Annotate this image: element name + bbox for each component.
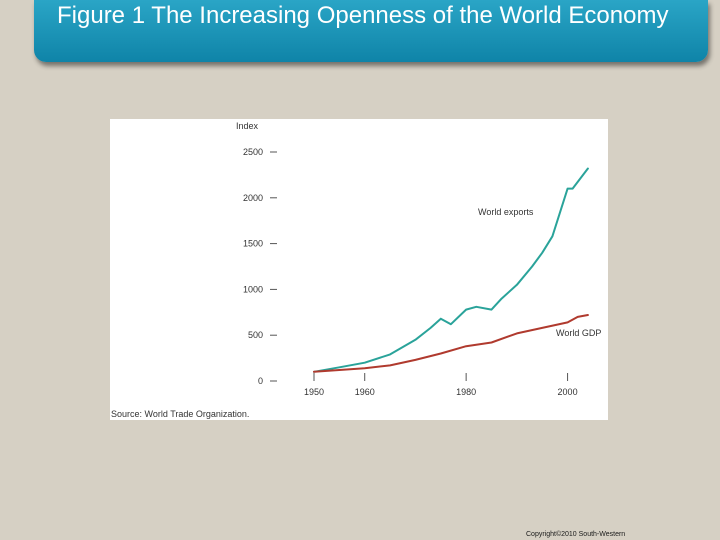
source-note: Source: World Trade Organization. [111,409,249,419]
series-label-world-exports: World exports [478,207,534,217]
chart-series [313,167,589,373]
y-axis-title: Index [236,121,259,131]
y-tick-label-1500: 1500 [243,239,263,249]
chart-axes [270,151,569,382]
slide-title: Figure 1 The Increasing Openness of the … [57,2,669,29]
series-label-world-gdp: World GDP [556,328,601,338]
x-tick-label-1950: 1950 [304,387,324,397]
y-tick-label-1000: 1000 [243,284,263,294]
y-tick-label-500: 500 [248,330,263,340]
chart-labels: 0 500 1000 1500 2000 2500 Index 1950 1960 1980 200… [111,121,601,419]
copyright-text: Copyright©2010 South-Western [526,531,626,538]
line-chart: 0 500 1000 1500 2000 2500 Index 1950 1960 1980 200… [111,121,601,419]
x-tick-label-1960: 1960 [355,387,375,397]
y-tick-label-2500: 2500 [243,147,263,157]
title-banner [34,0,708,62]
series-line-world-gdp [313,314,589,373]
series-line-world-exports [313,167,589,373]
y-tick-label-2000: 2000 [243,193,263,203]
chart-panel: 0 500 1000 1500 2000 2500 Index 1950 1960 1980 200… [110,119,608,420]
x-tick-label-1980: 1980 [456,387,476,397]
x-tick-label-2000: 2000 [558,387,578,397]
y-tick-label-0: 0 [258,376,263,386]
